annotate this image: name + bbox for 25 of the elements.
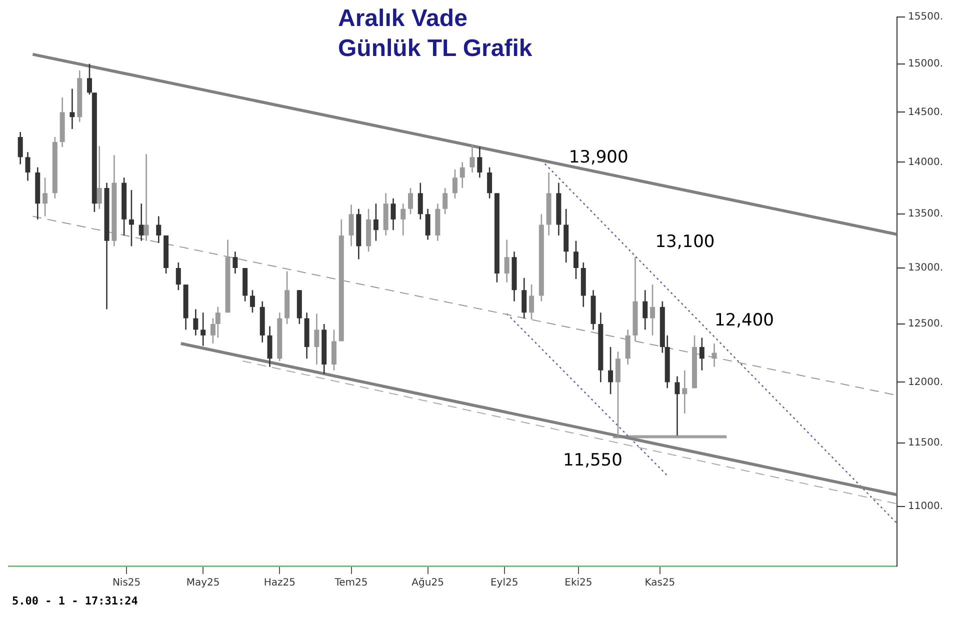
x-tick-label: May25 [186,578,220,589]
text: Günlük TL Grafik [338,34,532,64]
x-tick-label: Eyl25 [490,578,518,589]
y-tick-label: 13000. [908,262,944,274]
annotation: 11,550 [562,450,622,471]
x-tick-label: Tem25 [334,578,368,589]
y-tick-label: 11000. [908,500,944,512]
y-tick-label: 11500. [908,438,944,449]
x-tick-label: Haz25 [264,578,296,589]
y-tick-label: 12500. [908,318,944,330]
y-tick-label: 13500. [908,208,944,220]
y-tick-label: 14500. [908,106,944,118]
y-tick-label: 15500. [908,12,944,23]
text: 5.00 - 1 - 17:31:24 [12,594,138,608]
y-tick-label: 14000. [908,156,944,168]
x-tick-label: Ağu25 [412,578,444,589]
annotation: 13,900 [568,147,628,168]
x-tick-label: Nis25 [112,578,141,589]
annotation: 13,100 [655,232,715,252]
y-tick-label: 15000. [908,58,944,70]
x-tick-label: Eki25 [564,578,592,589]
annotation: 12,400 [714,310,774,330]
y-tick-label: 12000. [908,376,944,388]
chart-title: Aralık Vade [338,4,468,34]
x-tick-label: Kas25 [644,578,676,589]
